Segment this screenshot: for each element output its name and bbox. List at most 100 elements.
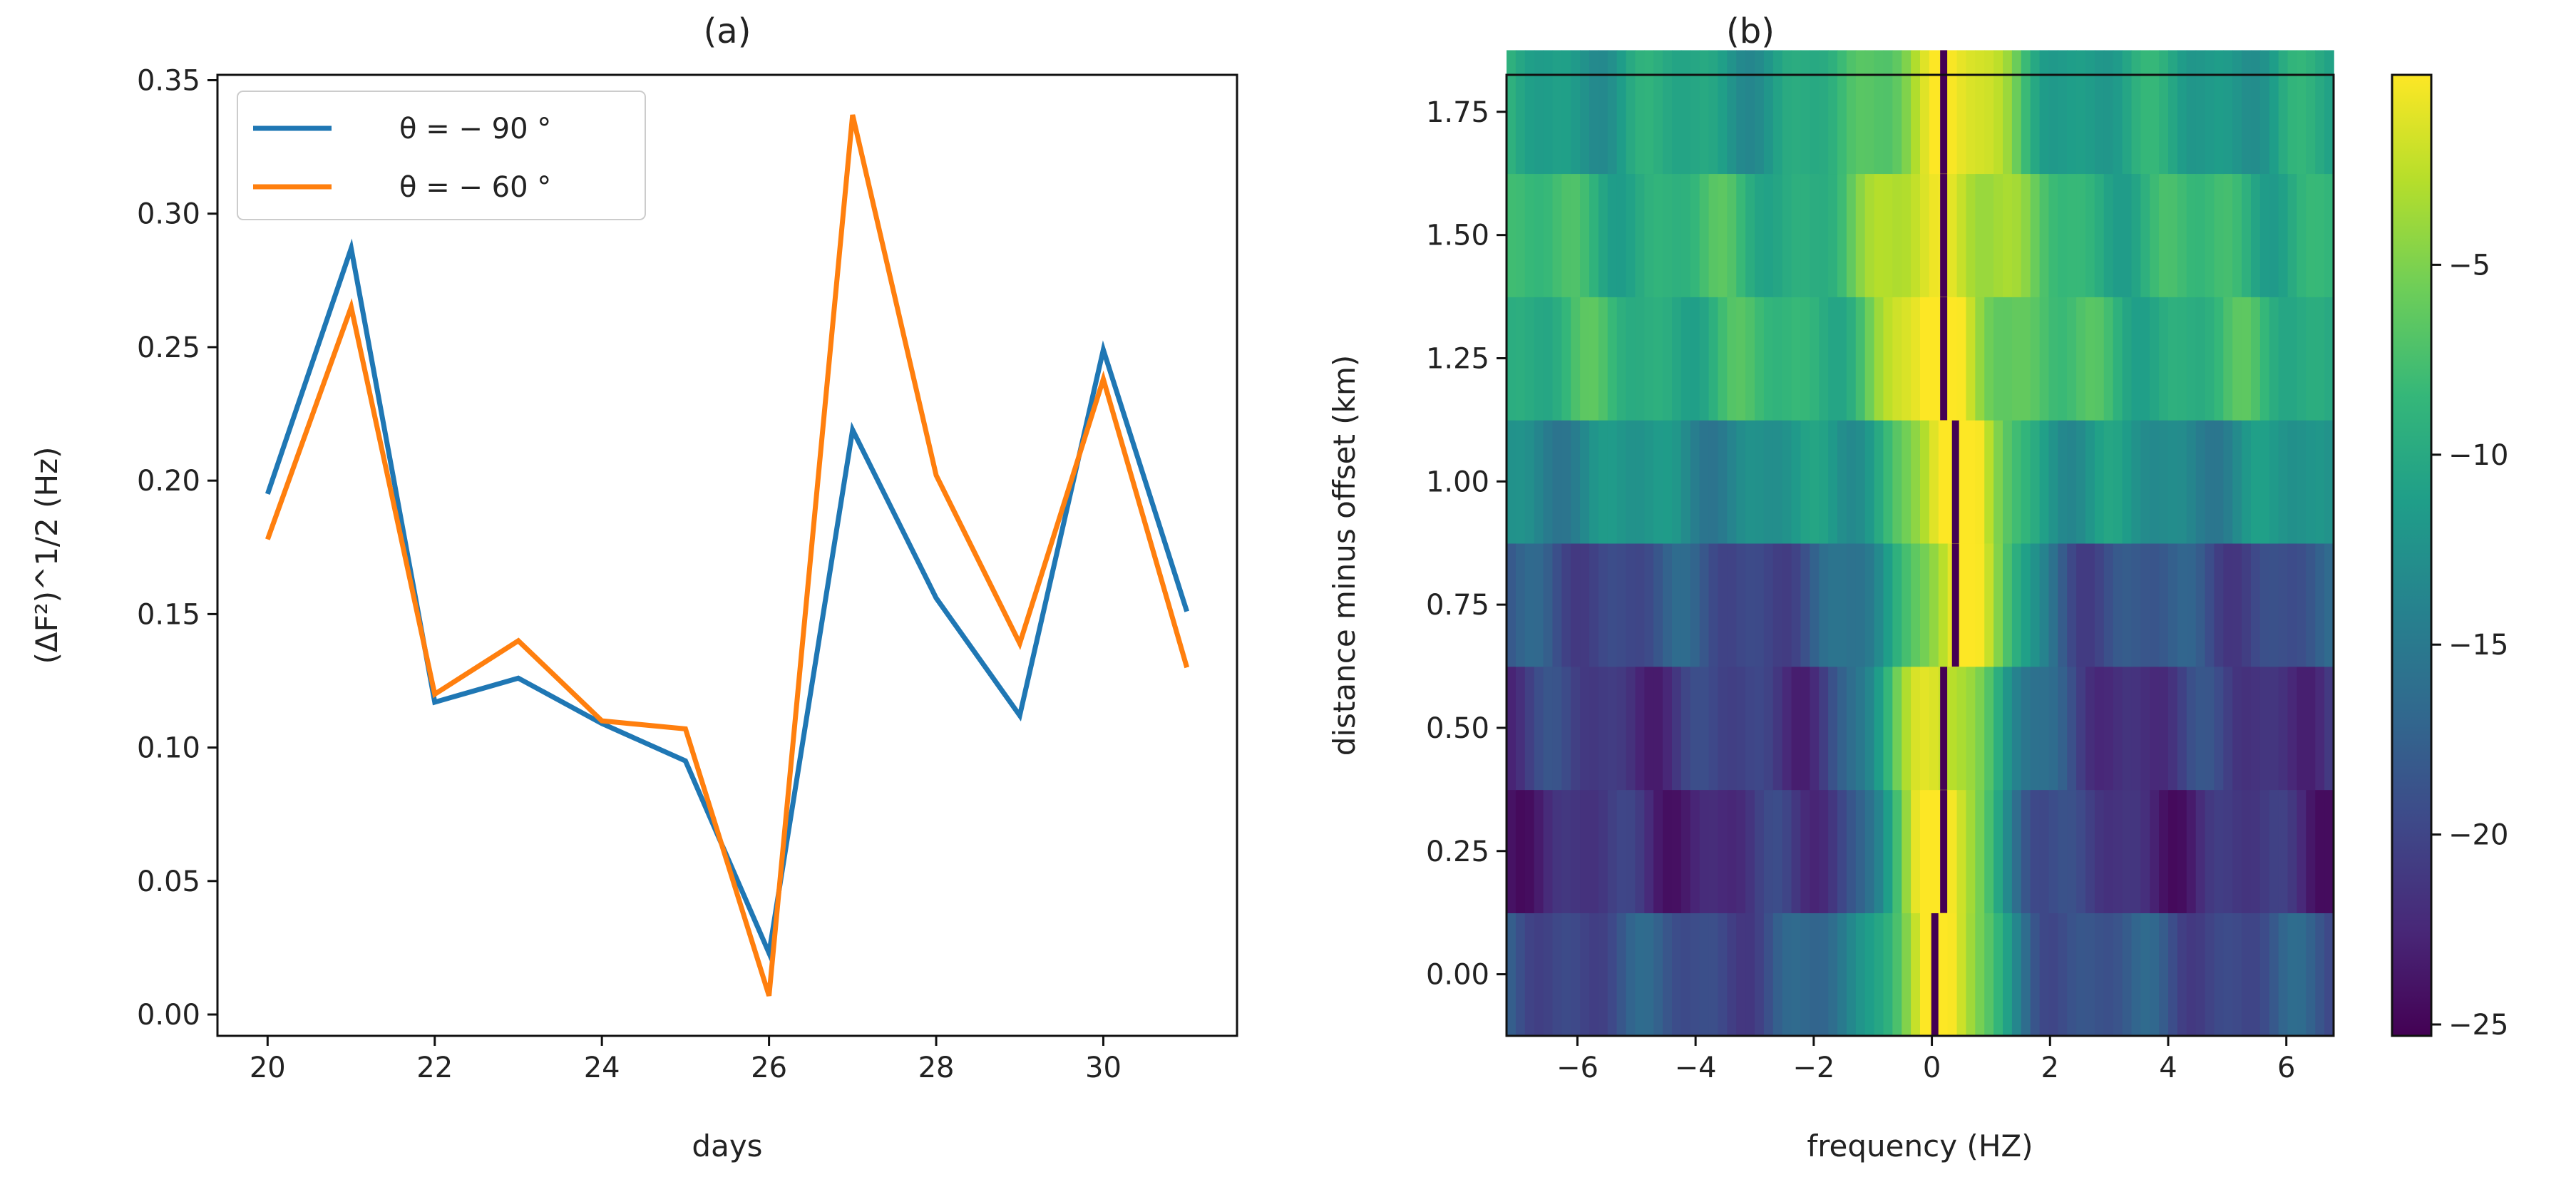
heatmap-cell [1736, 419, 1746, 544]
heatmap-cell [2223, 50, 2234, 175]
heatmap-cell [1680, 666, 1691, 791]
heatmap-cell [1589, 419, 1599, 544]
heatmap-cell [1911, 543, 1921, 667]
heatmap-cell [1745, 50, 1755, 175]
heatmap-cell [2214, 666, 2225, 791]
heatmap-cell [1763, 173, 1774, 297]
heatmap-cell [1966, 543, 1976, 667]
heatmap-cell [2048, 50, 2059, 175]
heatmap-cell [2315, 543, 2325, 667]
heatmap-cell [1782, 173, 1792, 297]
plot-frame-b [1505, 73, 2335, 1037]
heatmap-cell [1772, 173, 1783, 297]
heatmap-cell [1552, 913, 1563, 1037]
x-tick-label: 30 [1085, 1052, 1122, 1084]
heatmap-cell [1515, 50, 1526, 175]
heatmap-cell [1718, 789, 1728, 913]
heatmap-cell [1956, 173, 1967, 297]
heatmap-cell [2039, 543, 2050, 667]
heatmap-cell [1929, 666, 1939, 791]
heatmap-cell [2223, 419, 2234, 544]
heatmap-cell [1616, 419, 1627, 544]
heatmap-cell [1727, 297, 1738, 421]
heatmap-cell [2269, 543, 2279, 667]
heatmap-cell [1846, 419, 1857, 544]
heatmap-cell [1589, 297, 1599, 421]
heatmap-cell [2287, 913, 2298, 1037]
heatmap-cell [1552, 50, 1563, 175]
heatmap-cell [2297, 913, 2307, 1037]
heatmap-cell [1699, 913, 1710, 1037]
heatmap-cell [1515, 789, 1526, 913]
heatmap-cell [2205, 913, 2215, 1037]
heatmap-cell [2205, 50, 2215, 175]
heatmap-cell [1883, 297, 1894, 421]
heatmap-cell [1864, 297, 1875, 421]
heatmap-cell [2287, 666, 2298, 791]
heatmap-cell [1708, 913, 1719, 1037]
heatmap-cell [2113, 419, 2123, 544]
x-tick-label: 4 [2159, 1052, 2177, 1084]
heatmap-cell [1690, 789, 1700, 913]
heatmap-cell [1772, 789, 1783, 913]
heatmap-cell [2205, 543, 2215, 667]
heatmap-cell [1534, 297, 1544, 421]
heatmap-cell [1616, 789, 1627, 913]
heatmap-cell [1810, 666, 1820, 791]
heatmap-cell [2195, 666, 2206, 791]
heatmap-cell [2186, 50, 2197, 175]
heatmap-cell [1929, 297, 1939, 421]
heatmap-cell [1892, 50, 1903, 175]
heatmap-cell [2021, 419, 2031, 544]
heatmap-cell [1598, 789, 1608, 913]
heatmap-cell [1855, 419, 1866, 544]
heatmap-cell [1837, 419, 1847, 544]
heatmap-cell [1975, 666, 1986, 791]
heatmap-cell [2085, 543, 2095, 667]
heatmap-cell [2085, 789, 2095, 913]
heatmap-cell [2177, 543, 2187, 667]
heatmap-cell [2168, 419, 2178, 544]
heatmap-cell [2214, 543, 2225, 667]
heatmap-cell [2039, 297, 2050, 421]
heatmap-cell [1580, 419, 1590, 544]
heatmap-cell [2205, 297, 2215, 421]
heatmap-cell [2140, 913, 2151, 1037]
heatmap-cell [1763, 543, 1774, 667]
heatmap-cell [1699, 666, 1710, 791]
heatmap-cell [1653, 666, 1663, 791]
heatmap-cell [2067, 297, 2077, 421]
heatmap-cell [1653, 297, 1663, 421]
heatmap-cell [1524, 173, 1535, 297]
peak-marker [1931, 913, 1939, 1037]
heatmap-cell [2011, 173, 2022, 297]
heatmap-cell [1819, 666, 1829, 791]
heatmap-cell [2259, 50, 2270, 175]
y-tick-label: 0.25 [1426, 836, 1489, 868]
x-tick-label: −4 [1675, 1052, 1717, 1084]
heatmap-cell [2315, 419, 2325, 544]
heatmap-cell [2058, 50, 2068, 175]
heatmap-cell [1993, 913, 2003, 1037]
x-tick-label: 26 [751, 1052, 787, 1084]
heatmap-cell [2269, 419, 2279, 544]
colorbar-tick-label: −5 [2448, 249, 2490, 282]
heatmap-cell [1607, 543, 1618, 667]
heatmap-cell [1846, 50, 1857, 175]
heatmap-cell [2242, 173, 2252, 297]
heatmap-cell [1543, 173, 1554, 297]
heatmap-cell [1745, 419, 1755, 544]
heatmap-cell [1800, 419, 1811, 544]
heatmap-cell [1534, 419, 1544, 544]
heatmap-cell [1708, 297, 1719, 421]
heatmap-cell [2076, 913, 2086, 1037]
heatmap-cell [2177, 50, 2187, 175]
heatmap-cell [2076, 297, 2086, 421]
heatmap-cell [1993, 419, 2003, 544]
heatmap-cell [2195, 50, 2206, 175]
heatmap-cell [1947, 913, 1958, 1037]
heatmap-cell [1956, 913, 1967, 1037]
heatmap-cell [1892, 419, 1903, 544]
heatmap-cell [2076, 173, 2086, 297]
